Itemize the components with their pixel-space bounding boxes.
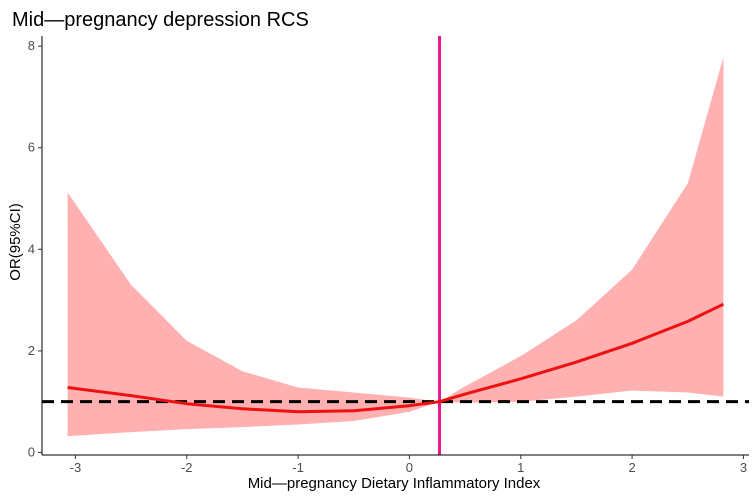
x-tick-label: 3 bbox=[740, 460, 747, 475]
chart-title: Mid—pregnancy depression RCS bbox=[12, 9, 309, 31]
confidence-band bbox=[67, 57, 724, 437]
plot-area: -3 -2 -1 0 1 2 3 0 2 4 6 8 bbox=[28, 36, 749, 475]
y-tick-label: 8 bbox=[28, 38, 35, 53]
y-tick-label: 4 bbox=[28, 241, 35, 256]
or-line bbox=[67, 302, 725, 414]
y-tick-label: 6 bbox=[28, 140, 35, 155]
x-tick-label: -1 bbox=[292, 460, 304, 475]
y-axis-title: OR(95%CI) bbox=[7, 203, 24, 281]
x-tick-label: 0 bbox=[406, 460, 413, 475]
x-tick-label: -2 bbox=[181, 460, 193, 475]
y-tick-label: 0 bbox=[28, 444, 35, 459]
y-tick-label: 2 bbox=[28, 343, 35, 358]
x-tick-label: -3 bbox=[70, 460, 82, 475]
x-axis-title: Mid—pregnancy Dietary Inflammatory Index bbox=[248, 475, 541, 492]
x-tick-label: 2 bbox=[628, 460, 635, 475]
x-tick-label: 1 bbox=[517, 460, 524, 475]
